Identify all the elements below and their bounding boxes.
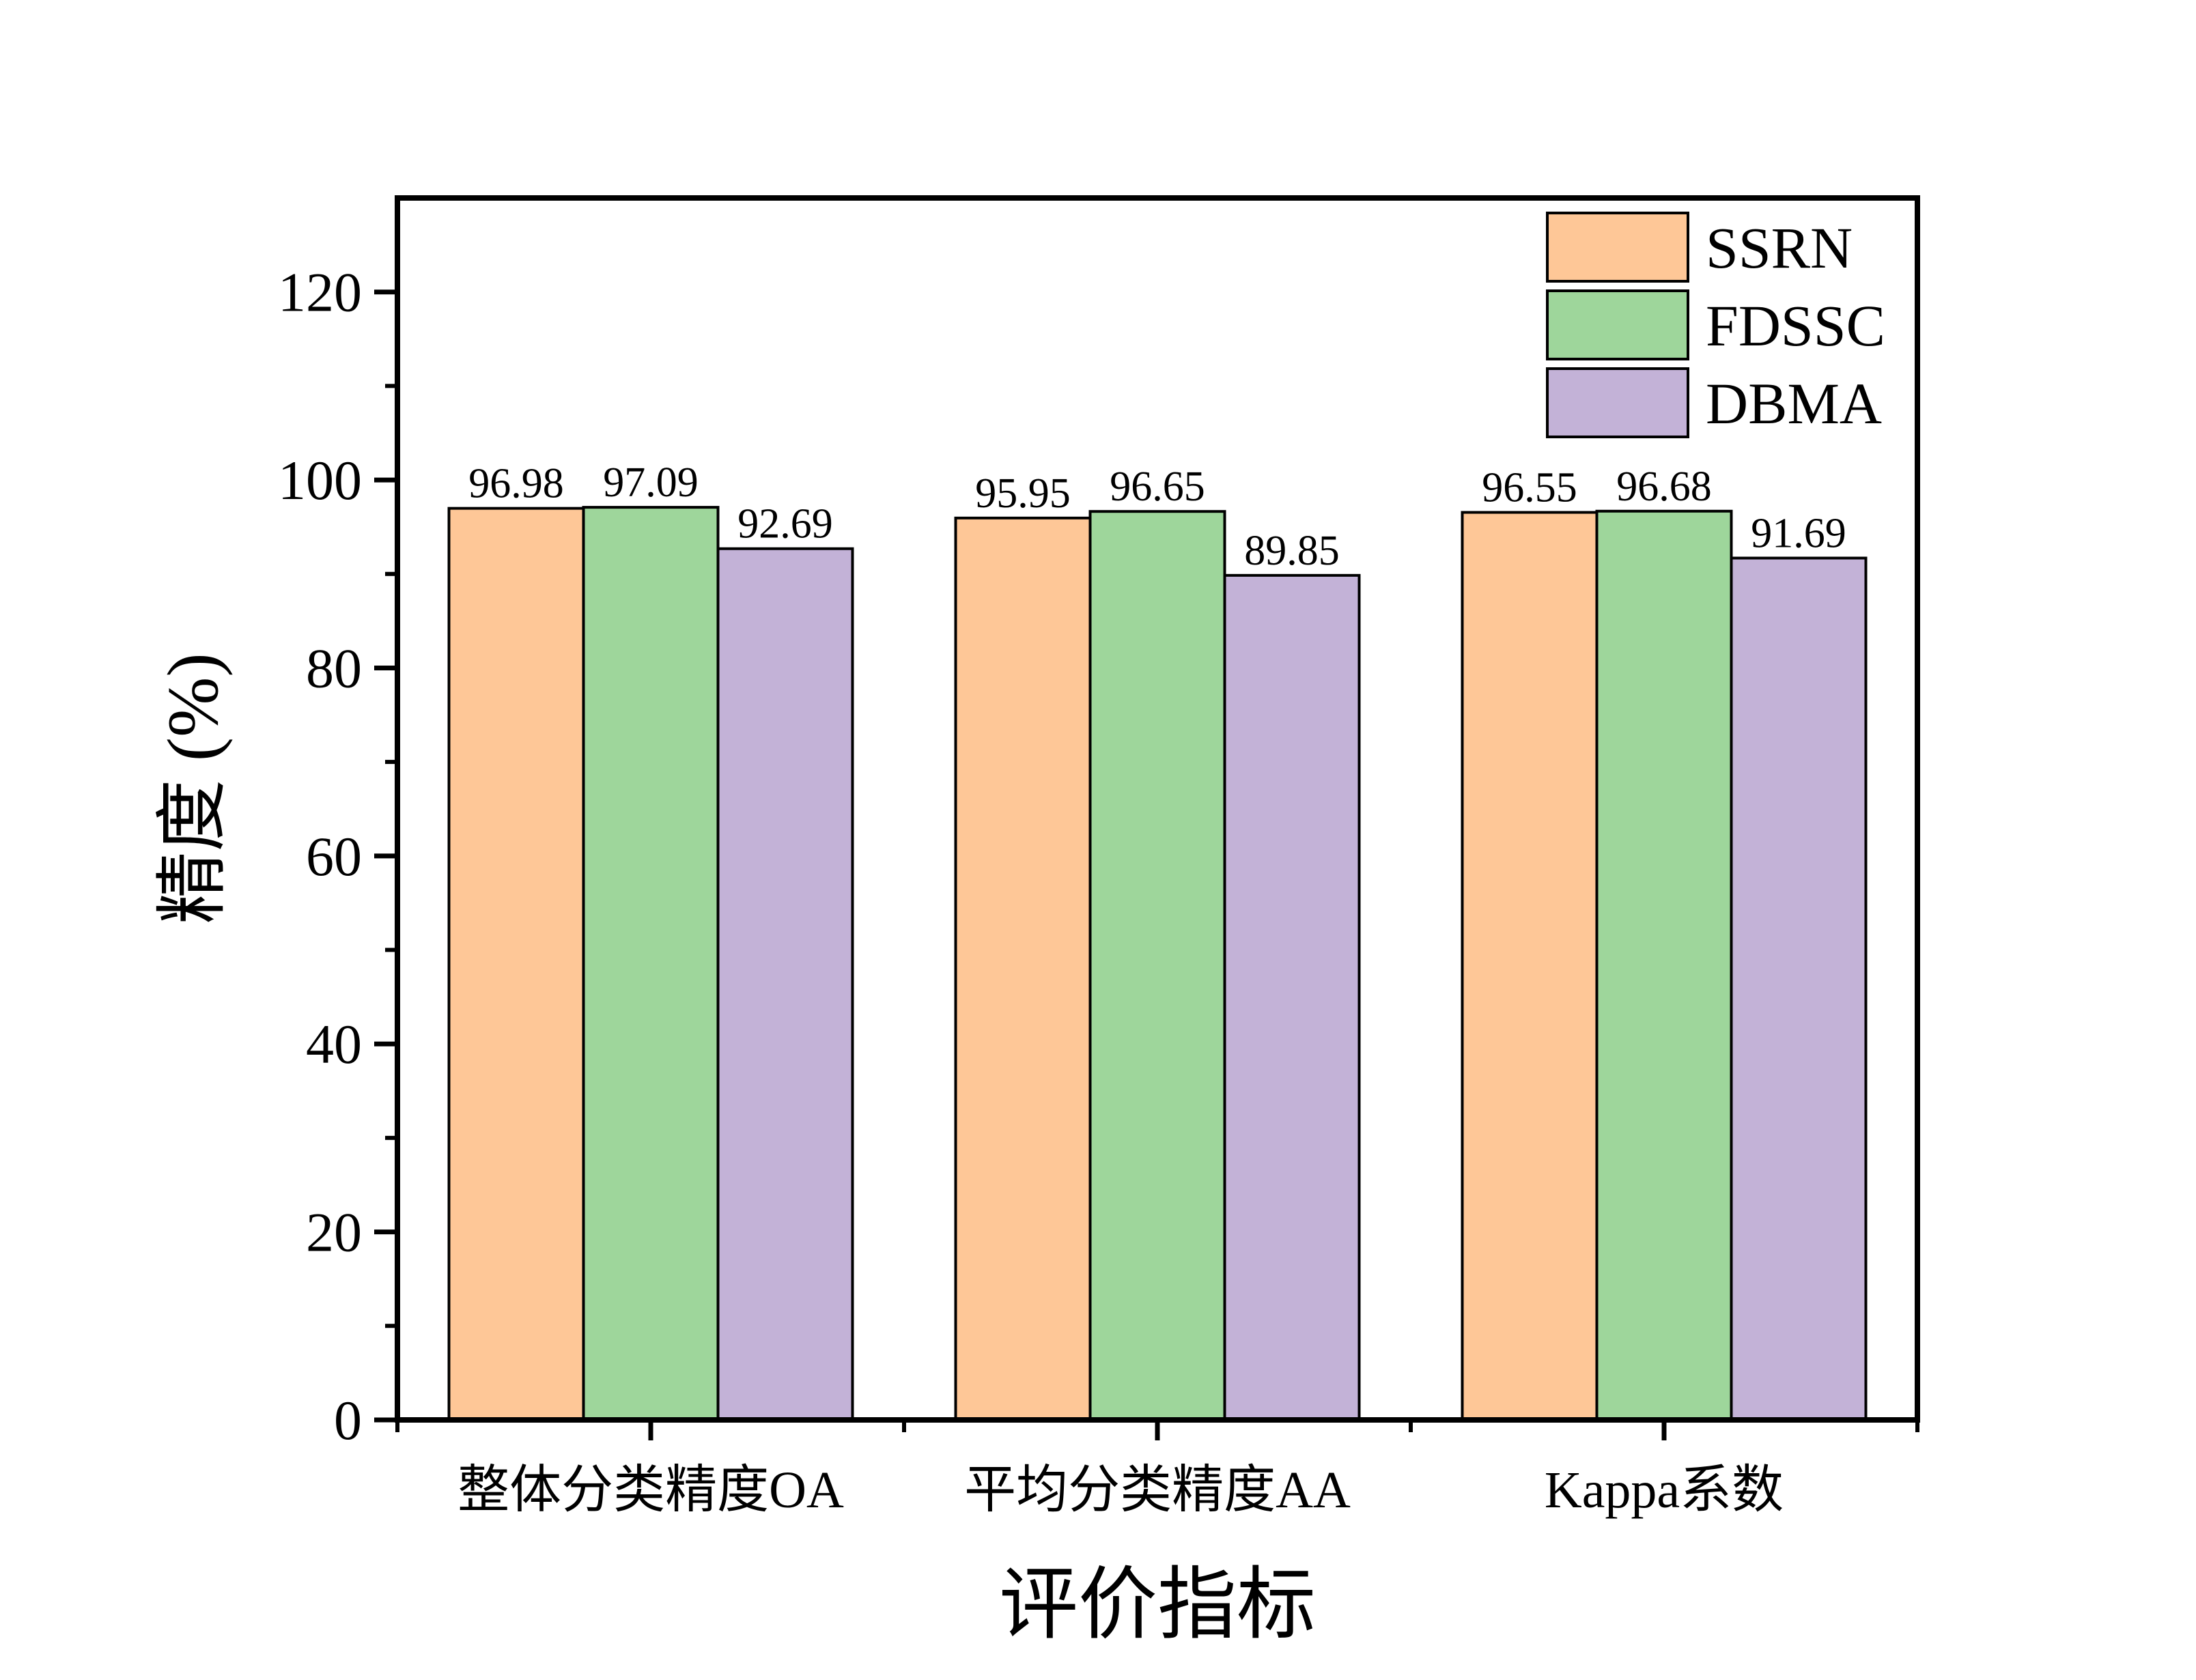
bar-fdssc-0 (582, 506, 720, 1421)
bar-ssrn-0 (447, 507, 585, 1421)
x-tick-label-0: 整体分类精度OA (458, 1462, 844, 1519)
legend-swatch-fdssc (1546, 289, 1689, 360)
y-axis: 0 20 40 60 80 100 120 (278, 261, 397, 1451)
y-tick-label-120: 120 (278, 261, 362, 324)
x-tick-label-1: 平均分类精度AA (964, 1462, 1351, 1519)
data-label-dbma-2: 91.69 (1751, 510, 1846, 556)
y-tick-label-0: 0 (334, 1389, 362, 1451)
x-axis: 整体分类精度OA 平均分类精度AA Kappa系数 (395, 1420, 1919, 1519)
y-axis-title: 精度 (%) (153, 653, 233, 924)
data-labels-layer: 96.98 97.09 92.69 95.95 96.65 89.85 96.55 96.68… (468, 459, 1846, 574)
legend-swatch-ssrn (1546, 212, 1689, 283)
data-label-fdssc-1: 96.65 (1110, 464, 1205, 510)
bars-layer (447, 506, 1868, 1421)
bar-fdssc-1 (1088, 510, 1226, 1421)
bar-dbma-1 (1223, 573, 1361, 1421)
bar-fdssc-2 (1595, 509, 1733, 1421)
y-tick-label-20: 20 (306, 1201, 362, 1264)
data-label-dbma-1: 89.85 (1244, 528, 1340, 574)
legend-label-fdssc: FDSSC (1706, 293, 1885, 358)
y-tick-label-80: 80 (306, 637, 362, 699)
legend-label-ssrn: SSRN (1706, 215, 1853, 281)
legend-swatch-dbma (1546, 367, 1689, 438)
legend: SSRN FDSSC DBMA (1546, 212, 1885, 438)
bar-dbma-0 (716, 547, 854, 1421)
data-label-fdssc-2: 96.68 (1616, 464, 1712, 510)
bar-ssrn-1 (954, 516, 1092, 1421)
data-label-ssrn-2: 96.55 (1482, 465, 1577, 511)
data-label-ssrn-0: 96.98 (468, 461, 564, 507)
legend-label-dbma: DBMA (1706, 371, 1882, 436)
y-tick-label-100: 100 (278, 449, 362, 511)
data-label-dbma-0: 92.69 (737, 501, 833, 547)
data-label-ssrn-1: 95.95 (975, 470, 1071, 517)
x-axis-title: 评价指标 (999, 1562, 1316, 1649)
data-label-fdssc-0: 97.09 (603, 459, 699, 506)
bar-ssrn-2 (1461, 511, 1599, 1421)
bar-dbma-2 (1730, 556, 1868, 1421)
y-tick-label-40: 40 (306, 1013, 362, 1075)
y-tick-label-60: 60 (306, 825, 362, 887)
x-tick-label-2: Kappa系数 (1545, 1462, 1784, 1519)
